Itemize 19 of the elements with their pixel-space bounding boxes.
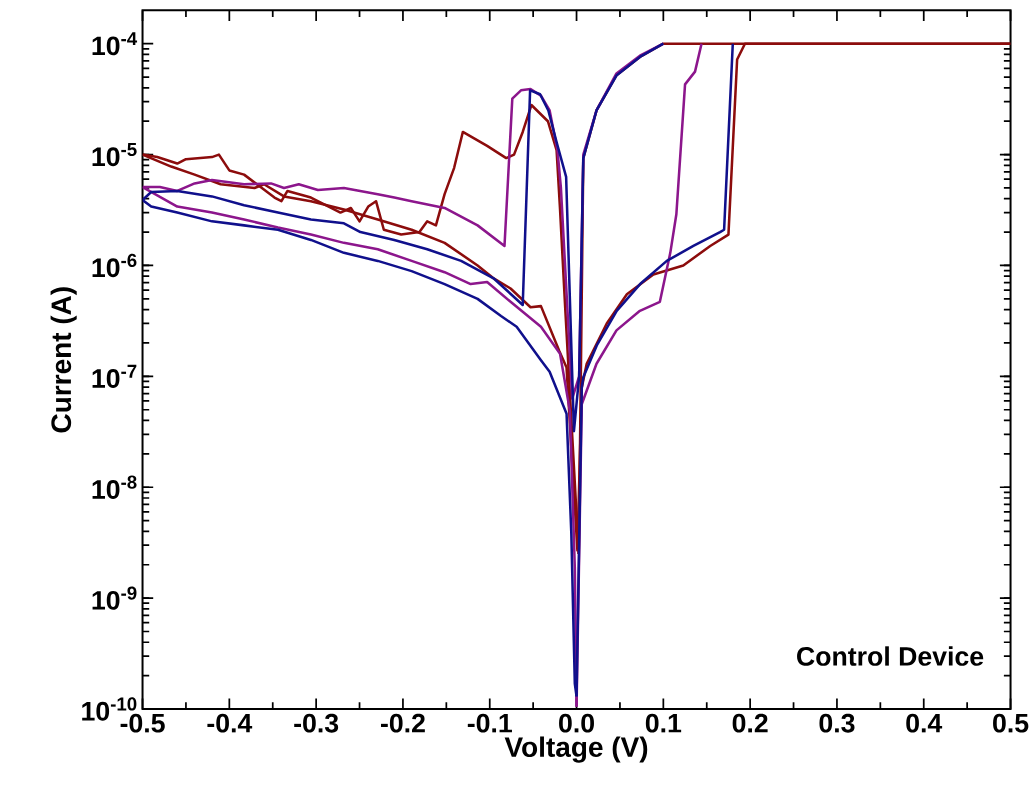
x-tick-label: 0.2 (732, 713, 768, 733)
y-tick-label: 10$^{-5}$ (92, 143, 137, 167)
x-tick-label: 0.3 (819, 713, 855, 733)
x-tick-label: -0.2 (381, 713, 425, 733)
y-tick-label: 10$^{-4}$ (92, 32, 138, 56)
x-tick-label: -0.3 (294, 713, 339, 733)
x-tick-label: 0.5 (993, 713, 1029, 733)
x-tick-label: 0.1 (645, 713, 682, 733)
x-tick-label: 0.0 (559, 713, 594, 733)
x-tick-label: -0.4 (207, 713, 253, 733)
y-tick-label: 10$^{-6}$ (92, 253, 137, 278)
y-tick-label: 10$^{-8}$ (92, 475, 137, 499)
x-tick-label: 0.4 (906, 713, 943, 733)
x-axis-title: Voltage (V) (504, 736, 648, 763)
annotation: Control Device (797, 646, 984, 666)
y-axis-title: Current (A) (50, 287, 77, 433)
x-tick-label: -0.1 (467, 713, 512, 733)
y-tick-label: 10$^{-7}$ (92, 364, 137, 388)
y-tick-label: 10$^{-9}$ (92, 586, 137, 610)
